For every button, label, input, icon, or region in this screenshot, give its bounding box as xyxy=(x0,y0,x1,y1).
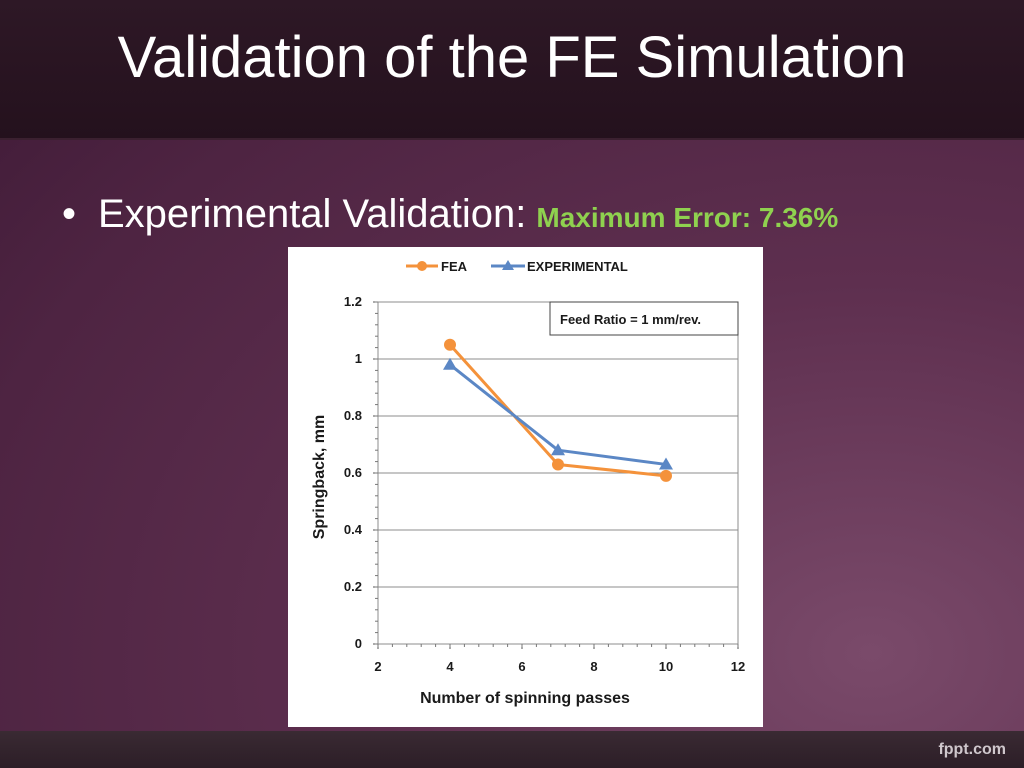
chart-svg: 0 0.2 0.4 0.6 0.8 1 1.2 2 4 6 8 10 12 Feed Ratio = 1… xyxy=(311,259,745,707)
series-experimental-point xyxy=(659,457,673,470)
max-error-highlight: Maximum Error: 7.36% xyxy=(536,202,839,233)
series-experimental-point xyxy=(551,443,565,456)
y-tick-label: 1.2 xyxy=(344,294,362,309)
y-tick-label: 1 xyxy=(355,351,362,366)
annotation-box xyxy=(549,301,739,336)
bullet-symbol: • xyxy=(62,192,77,236)
series-fea-point xyxy=(444,338,456,351)
y-tick-label: 0.4 xyxy=(344,522,363,537)
legend-experimental-marker xyxy=(502,260,514,270)
y-tick-label: 0.6 xyxy=(344,465,362,480)
y-axis-label: Springback, mm xyxy=(311,415,328,539)
x-tick-label: 10 xyxy=(659,659,673,674)
y-tick-label: 0 xyxy=(355,636,362,651)
footer-bar: fppt.com xyxy=(0,731,1024,768)
x-tick-label: 6 xyxy=(518,659,525,674)
legend-fea-label: FEA xyxy=(441,259,468,274)
footer-logo: fppt.com xyxy=(938,741,1006,758)
series-fea-point xyxy=(660,469,672,482)
x-tick-label: 4 xyxy=(446,659,454,674)
series-experimental-point xyxy=(443,357,457,370)
x-tick-label: 2 xyxy=(374,659,381,674)
legend-fea-marker xyxy=(417,261,427,271)
series-fea-line xyxy=(448,343,667,478)
x-tick-label: 12 xyxy=(731,659,745,674)
x-axis-label: Number of spinning passes xyxy=(420,690,630,707)
legend-experimental-label: EXPERIMENTAL xyxy=(527,259,628,274)
springback-chart: 0 0.2 0.4 0.6 0.8 1 1.2 2 4 6 8 10 12 Feed Ratio = 1… xyxy=(288,247,763,727)
legend: FEA EXPERIMENTAL xyxy=(406,259,628,274)
bullet-item: • Experimental Validation: Maximum Error: … xyxy=(62,190,838,242)
slide-title: Validation of the FE Simulation xyxy=(117,25,907,90)
y-tick-label: 0.8 xyxy=(344,408,362,423)
x-tick-label: 8 xyxy=(590,659,597,674)
bullet-text: Experimental Validation: xyxy=(98,192,527,236)
series-fea-point xyxy=(552,458,564,471)
annotation-text: Feed Ratio = 1 mm/rev. xyxy=(560,312,701,327)
title-bar: Validation of the FE Simulation xyxy=(0,0,1024,140)
y-tick-label: 0.2 xyxy=(344,579,362,594)
